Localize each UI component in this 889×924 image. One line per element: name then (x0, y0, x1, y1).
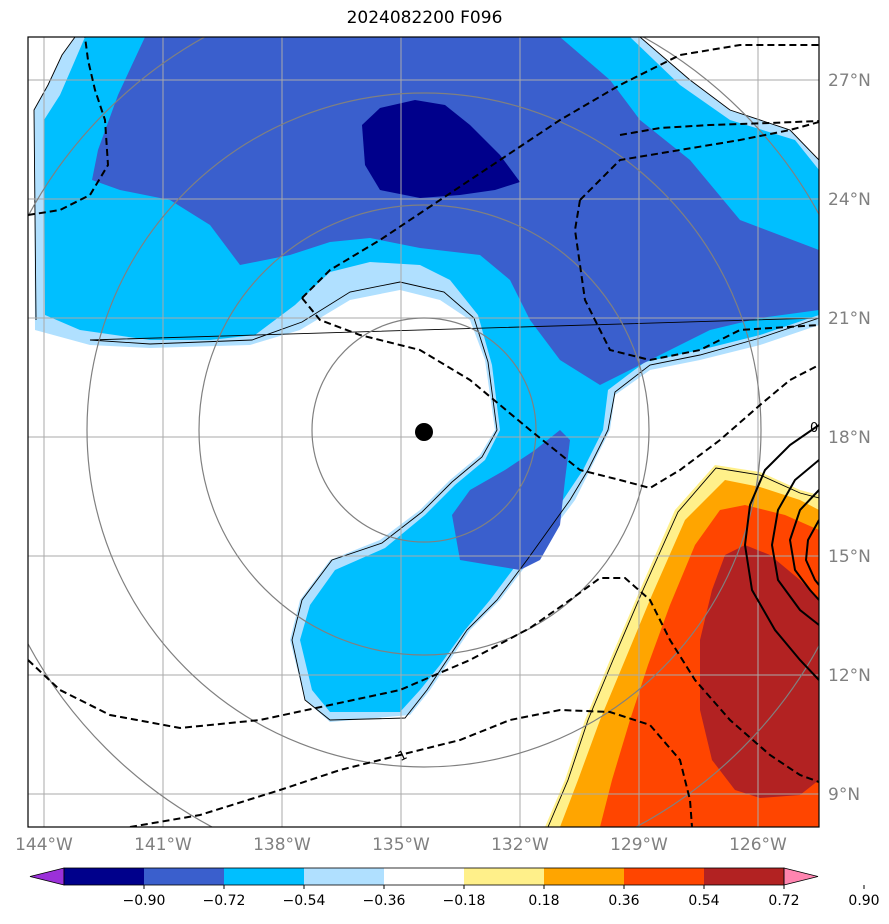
colorbar-tick-label: −0.18 (443, 893, 486, 909)
colorbar-tick-label: −0.90 (123, 893, 166, 909)
lon-label-126w: 126°W (729, 835, 787, 855)
colorbar-segment (464, 868, 545, 885)
lon-label-138w: 138°W (253, 835, 311, 855)
lon-label-135w: 135°W (372, 835, 430, 855)
dashed-contours (28, 37, 819, 827)
lat-label-9n: 9°N (828, 785, 860, 805)
zero-outline (33, 37, 819, 827)
lat-lon-grid (28, 37, 819, 827)
colorbar-tick-label: −0.54 (283, 893, 326, 909)
colorbar-segment (144, 868, 225, 885)
colorbar-tick-label: 0.90 (848, 893, 879, 909)
lon-label-129w: 129°W (610, 835, 668, 855)
map-title: 2024082200 F096 (346, 8, 503, 28)
colorbar-tick-label: 0.72 (768, 893, 799, 909)
colorbar-segment (624, 868, 705, 885)
longitude-labels: 144°W 141°W 138°W 135°W 132°W 129°W 126°… (15, 835, 787, 855)
colorbar-segment (304, 868, 385, 885)
range-rings (28, 37, 819, 827)
lon-label-132w: 132°W (491, 835, 549, 855)
lat-label-21n: 21°N (828, 309, 871, 329)
latitude-labels: 27°N 24°N 21°N 18°N 15°N 12°N 9°N (828, 71, 871, 805)
lat-label-24n: 24°N (828, 190, 871, 210)
lon-label-144w: 144°W (15, 835, 73, 855)
colorbar-ticks: −0.90 −0.72 −0.54 −0.36 −0.18 0.18 0.36 0.54 0.7… (123, 885, 880, 909)
colorbar-tick-label: −0.72 (203, 893, 246, 909)
colorbar-segment (384, 868, 465, 885)
map-area: 0 1 (28, 37, 819, 827)
colorbar: −0.90 −0.72 −0.54 −0.36 −0.18 0.18 0.36 0.54 0.7… (29, 867, 880, 909)
colorbar-segments (29, 867, 819, 886)
colorbar-segment (544, 868, 625, 885)
colorbar-tick-label: 0.18 (528, 893, 559, 909)
colorbar-segment (704, 868, 785, 885)
colorbar-tick-label: −0.36 (363, 893, 406, 909)
lat-label-12n: 12°N (828, 666, 871, 686)
colorbar-segment (64, 868, 145, 885)
solid-contours (743, 424, 819, 681)
dark-red-region (700, 545, 819, 798)
lon-label-141w: 141°W (134, 835, 192, 855)
lat-label-15n: 15°N (828, 547, 871, 567)
storm-center-marker (415, 423, 433, 441)
contour-label-0: 0 (810, 421, 818, 436)
negative-anomaly-shading (34, 37, 819, 722)
colorbar-extend-high (783, 867, 819, 886)
colorbar-extend-low (29, 867, 65, 886)
lat-label-18n: 18°N (828, 428, 871, 448)
map-frame (27, 36, 820, 828)
colorbar-tick-label: 0.36 (608, 893, 639, 909)
royal-blue-region (92, 37, 819, 385)
colorbar-segment (224, 868, 305, 885)
lat-label-27n: 27°N (828, 71, 871, 91)
colorbar-outline (63, 867, 785, 886)
colorbar-tick-label: 0.54 (688, 893, 719, 909)
